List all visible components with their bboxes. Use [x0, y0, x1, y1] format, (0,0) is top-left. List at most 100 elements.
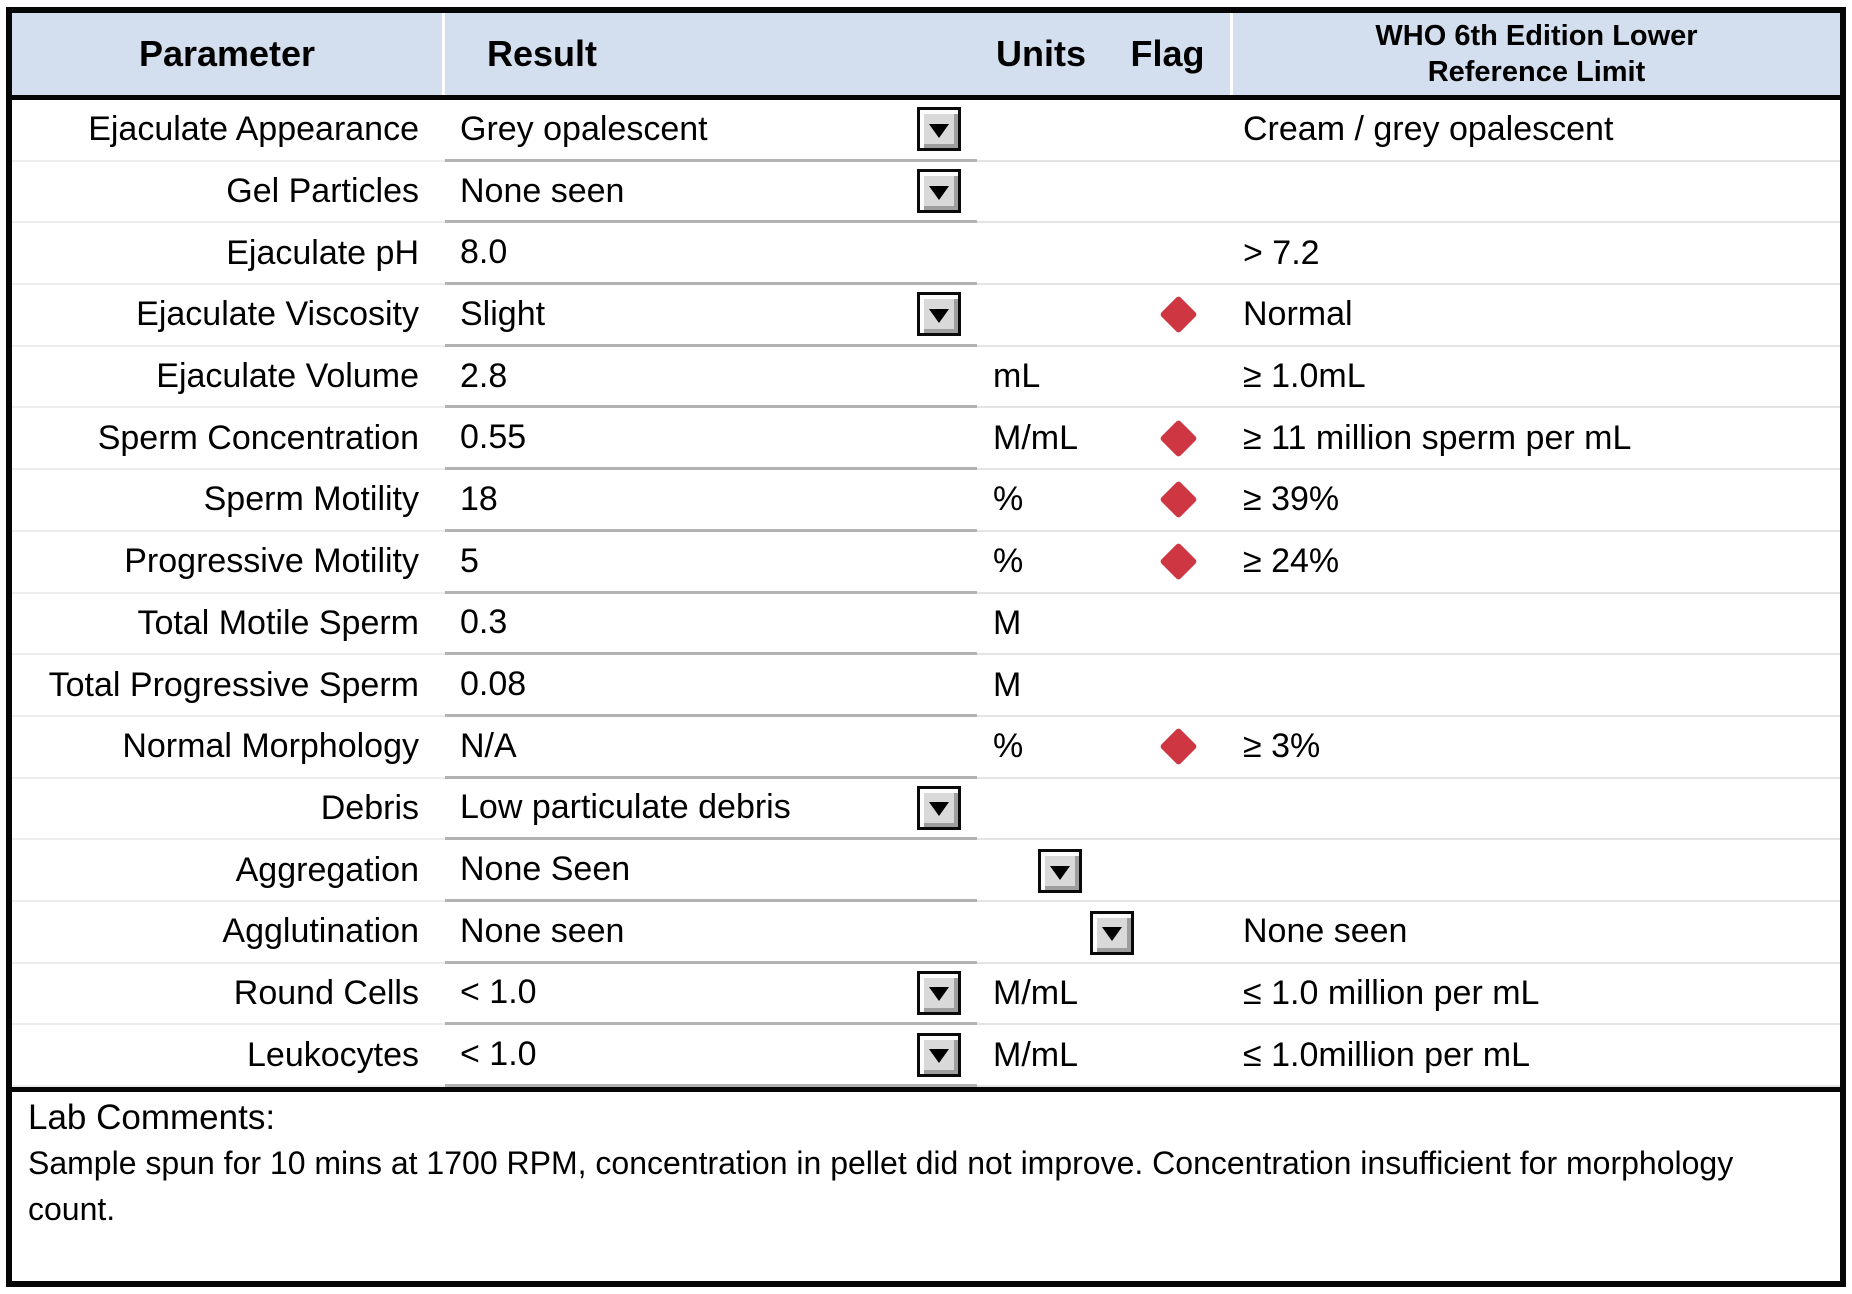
result-value-field[interactable]: Low particulate debris — [445, 779, 901, 841]
units-label: mL — [977, 347, 1105, 409]
dropdown-slot — [901, 347, 977, 409]
reference-limit-value — [1233, 655, 1840, 717]
table-row: Gel Particles None seen — [12, 162, 1840, 224]
dropdown-slot — [901, 470, 977, 532]
units-label: % — [977, 470, 1105, 532]
flag-cell — [1105, 1025, 1233, 1087]
header-flag: Flag — [1105, 13, 1233, 95]
header-parameter: Parameter — [12, 13, 445, 95]
parameter-label: Agglutination — [12, 902, 445, 964]
units-label — [977, 162, 1105, 224]
header-reference-line1: WHO 6th Edition Lower — [1375, 20, 1698, 52]
result-value-field[interactable]: None seen — [445, 902, 901, 964]
dropdown-slot — [901, 655, 977, 717]
flag-cell — [1105, 470, 1233, 532]
flag-cell — [1105, 162, 1233, 224]
dropdown-button[interactable] — [917, 292, 961, 337]
flag-cell — [1105, 100, 1233, 162]
dropdown-button[interactable] — [917, 785, 961, 830]
table-row: Ejaculate pH 8.0 > 7.2 — [12, 223, 1840, 286]
dropdown-button[interactable] — [917, 107, 961, 152]
flag-cell — [1105, 717, 1233, 779]
dropdown-button[interactable] — [917, 1032, 961, 1077]
dropdown-slot — [901, 532, 977, 594]
reference-limit-value: ≥ 39% — [1233, 470, 1840, 532]
table-row: Leukocytes < 1.0 M/mL ≤ 1.0million per m… — [12, 1025, 1840, 1087]
table-row: Debris Low particulate debris — [12, 779, 1840, 841]
flag-cell — [1105, 655, 1233, 717]
reference-limit-value: None seen — [1233, 902, 1840, 964]
dropdown-slot — [901, 902, 1134, 964]
result-value-field[interactable]: N/A — [445, 717, 901, 779]
parameter-label: Debris — [12, 779, 445, 841]
parameter-label: Normal Morphology — [12, 717, 445, 779]
lab-comments-section: Lab Comments: Sample spun for 10 mins at… — [12, 1087, 1840, 1281]
parameter-label: Gel Particles — [12, 162, 445, 224]
table-row: Normal Morphology N/A % ≥ 3% — [12, 717, 1840, 779]
result-value-field[interactable]: < 1.0 — [445, 1025, 901, 1087]
reference-limit-value — [1233, 594, 1840, 656]
reference-limit-value: ≥ 1.0mL — [1233, 347, 1840, 409]
result-value-field[interactable]: 2.8 — [445, 347, 901, 409]
table-row: Agglutination None seen None seen — [12, 902, 1840, 964]
result-value-field[interactable]: 18 — [445, 470, 901, 532]
abnormal-flag-icon — [1158, 295, 1198, 334]
flag-cell — [1105, 532, 1233, 594]
result-value-field[interactable]: Slight — [445, 285, 901, 347]
header-units: Units — [996, 33, 1086, 74]
dropdown-slot — [901, 223, 977, 286]
result-value-field[interactable]: 8.0 — [445, 223, 901, 286]
dropdown-slot — [901, 162, 977, 224]
result-value-field[interactable]: None Seen — [445, 840, 901, 902]
result-value-field[interactable]: Grey opalescent — [445, 100, 901, 162]
units-label — [977, 779, 1105, 841]
units-label — [977, 902, 1105, 964]
result-value-field[interactable]: 5 — [445, 532, 901, 594]
result-value-field[interactable]: 0.08 — [445, 655, 901, 717]
header-result: Result — [487, 33, 598, 74]
reference-limit-value: > 7.2 — [1233, 223, 1840, 286]
reference-limit-value: ≤ 1.0million per mL — [1233, 1025, 1840, 1087]
table-rows: Ejaculate Appearance Grey opalescent Cre… — [12, 100, 1840, 1087]
result-value-field[interactable]: < 1.0 — [445, 964, 901, 1026]
dropdown-button[interactable] — [1038, 849, 1082, 894]
parameter-label: Ejaculate Viscosity — [12, 285, 445, 347]
reference-limit-value: Cream / grey opalescent — [1233, 100, 1840, 162]
table-row: Ejaculate Viscosity Slight Normal — [12, 285, 1840, 347]
units-label: M/mL — [977, 408, 1105, 471]
lab-comments-text[interactable]: Sample spun for 10 mins at 1700 RPM, con… — [28, 1145, 1734, 1227]
header-reference-line2: Reference Limit — [1427, 56, 1646, 88]
result-value-field[interactable]: None seen — [445, 162, 901, 224]
reference-limit-value: Normal — [1233, 285, 1840, 347]
dropdown-button[interactable] — [1090, 910, 1134, 955]
units-label: % — [977, 532, 1105, 594]
units-label — [977, 223, 1105, 286]
units-label: M/mL — [977, 1025, 1105, 1087]
flag-cell — [1105, 840, 1233, 902]
parameter-label: Ejaculate Volume — [12, 347, 445, 409]
flag-cell — [1105, 285, 1233, 347]
table-row: Progressive Motility 5 % ≥ 24% — [12, 532, 1840, 594]
parameter-label: Progressive Motility — [12, 532, 445, 594]
table-row: Round Cells < 1.0 M/mL ≤ 1.0 million per… — [12, 964, 1840, 1026]
units-label — [977, 840, 1105, 902]
table-row: Aggregation None Seen — [12, 840, 1840, 902]
dropdown-slot — [901, 717, 977, 779]
flag-cell — [1105, 223, 1233, 286]
reference-limit-value: ≥ 24% — [1233, 532, 1840, 594]
table-row: Ejaculate Appearance Grey opalescent Cre… — [12, 100, 1840, 162]
table-row: Total Progressive Sperm 0.08 M — [12, 655, 1840, 717]
reference-limit-value: ≤ 1.0 million per mL — [1233, 964, 1840, 1026]
parameter-label: Aggregation — [12, 840, 445, 902]
parameter-label: Total Motile Sperm — [12, 594, 445, 656]
parameter-label: Round Cells — [12, 964, 445, 1026]
dropdown-button[interactable] — [917, 970, 961, 1015]
reference-limit-value: ≥ 3% — [1233, 717, 1840, 779]
units-label: M — [977, 594, 1105, 656]
dropdown-button[interactable] — [917, 169, 961, 214]
reference-limit-value — [1233, 162, 1840, 224]
flag-cell — [1105, 408, 1233, 471]
parameter-label: Total Progressive Sperm — [12, 655, 445, 717]
result-value-field[interactable]: 0.3 — [445, 594, 901, 656]
result-value-field[interactable]: 0.55 — [445, 408, 901, 471]
